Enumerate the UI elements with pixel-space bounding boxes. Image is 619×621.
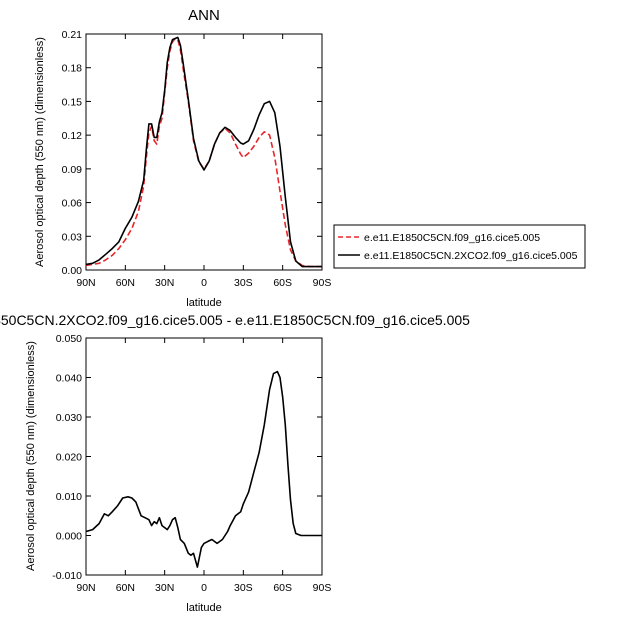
y-tick-label: 0.09 (62, 164, 83, 176)
x-axis-ticks: 90N 60N 30N 0 30S 60S 90S (76, 338, 331, 594)
y-axis-ticks: 0.00 0.03 0.06 0.09 0.12 0.15 0.18 0.21 (62, 29, 322, 277)
y-tick-label: 0.020 (56, 452, 82, 464)
x-tick-label: 60S (273, 277, 292, 289)
aod-difference-chart-panel: e.e11.E1850C5CN.2XCO2.f09_g16.cice5.005 … (0, 312, 470, 614)
y-tick-label: 0.18 (62, 63, 83, 75)
x-axis-label: latitude (186, 602, 221, 614)
x-tick-label: 60S (273, 582, 292, 594)
series-lines (85, 36, 322, 268)
y-tick-label: 0.06 (62, 198, 83, 210)
y-tick-label: 0.050 (56, 333, 82, 345)
x-tick-label: 30N (155, 582, 174, 594)
y-tick-label: 0.03 (62, 231, 83, 243)
x-axis-ticks: 90N 60N 30N 0 30S 60S 90S (76, 34, 331, 289)
y-axis-label: Aerosol optical depth (550 nm) (dimensio… (34, 37, 46, 267)
y-tick-label: 0.010 (56, 491, 82, 503)
y-axis-ticks: -0.010 0.000 0.010 0.020 0.030 0.040 0.050 (52, 333, 322, 582)
x-tick-label: 0 (201, 277, 207, 289)
series-lines (85, 370, 322, 568)
x-tick-label: 90N (76, 277, 95, 289)
y-tick-label: 0.000 (56, 531, 82, 543)
y-axis-label: Aerosol optical depth (550 nm) (dimensio… (25, 341, 37, 571)
series-line-0 (85, 37, 322, 268)
y-tick-label: 0.030 (56, 412, 82, 424)
x-axis-label: latitude (186, 297, 221, 309)
legend-entry-2xco2: e.e11.E1850C5CN.2XCO2.f09_g16.cice5.005 (364, 250, 578, 262)
x-tick-label: 90N (76, 582, 95, 594)
aod-chart-panel: ANN 0.00 0.03 0.06 0.09 0.12 0.15 0.18 0.21 90N… (34, 7, 331, 309)
x-tick-label: 90S (313, 277, 332, 289)
x-tick-label: 60N (116, 277, 135, 289)
y-tick-label: 0.040 (56, 373, 82, 385)
series-line-1 (85, 36, 322, 268)
x-tick-label: 60N (116, 582, 135, 594)
y-tick-label: 0.00 (62, 265, 83, 277)
chart-title: ANN (188, 7, 220, 24)
x-tick-label: 90S (313, 582, 332, 594)
chart-title: e.e11.E1850C5CN.2XCO2.f09_g16.cice5.005 … (0, 312, 470, 328)
legend: e.e11.E1850C5CN.f09_g16.cice5.005 e.e11.… (333, 224, 586, 269)
x-tick-label: 30N (155, 277, 174, 289)
y-tick-label: 0.15 (62, 96, 83, 108)
x-tick-label: 0 (201, 582, 207, 594)
legend-entry-ctrl: e.e11.E1850C5CN.f09_g16.cice5.005 (364, 232, 540, 244)
y-tick-label: -0.010 (52, 570, 82, 582)
legend-box (333, 224, 586, 269)
series-line-0 (85, 370, 322, 568)
x-tick-label: 30S (234, 582, 253, 594)
y-tick-label: 0.21 (62, 29, 83, 41)
x-tick-label: 30S (234, 277, 253, 289)
y-tick-label: 0.12 (62, 130, 83, 142)
